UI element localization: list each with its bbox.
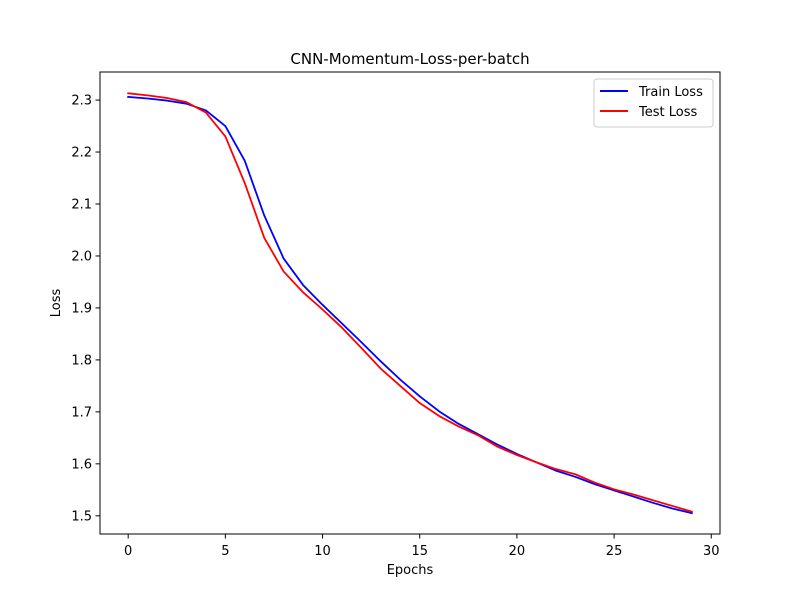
legend-label-train-loss: Train Loss — [638, 85, 703, 100]
y-tick-label: 1.6 — [71, 457, 92, 472]
y-tick-label: 2.0 — [71, 249, 92, 264]
x-tick-label: 0 — [124, 544, 132, 559]
x-tick-label: 20 — [509, 544, 526, 559]
y-axis-ticks: 1.5 1.6 1.7 1.8 1.9 2.0 2.1 2.2 2.3 — [71, 94, 100, 524]
x-tick-label: 25 — [606, 544, 623, 559]
x-tick-label: 10 — [314, 544, 331, 559]
y-tick-label: 1.7 — [71, 405, 92, 420]
plot-frame — [99, 71, 721, 535]
series-line-train-loss — [127, 95, 693, 515]
chart-legend: Train Loss Test Loss — [593, 78, 714, 128]
y-tick-label: 2.2 — [71, 146, 92, 161]
x-tick-label: 30 — [703, 544, 720, 559]
x-axis-ticks: 0 5 10 15 20 25 30 — [124, 534, 720, 559]
x-tick-label: 5 — [221, 544, 229, 559]
y-axis-label: Loss — [49, 289, 64, 318]
data-series — [127, 92, 693, 515]
x-axis-label: Epochs — [387, 563, 434, 578]
y-tick-label: 2.3 — [71, 94, 92, 109]
y-tick-label: 1.9 — [71, 301, 92, 316]
y-tick-label: 2.1 — [71, 198, 92, 213]
chart-title: CNN-Momentum-Loss-per-batch — [290, 50, 529, 68]
x-tick-label: 15 — [411, 544, 428, 559]
y-tick-label: 1.8 — [71, 353, 92, 368]
legend-label-test-loss: Test Loss — [638, 105, 697, 120]
series-line-test-loss — [127, 92, 693, 513]
y-tick-label: 1.5 — [71, 509, 92, 524]
